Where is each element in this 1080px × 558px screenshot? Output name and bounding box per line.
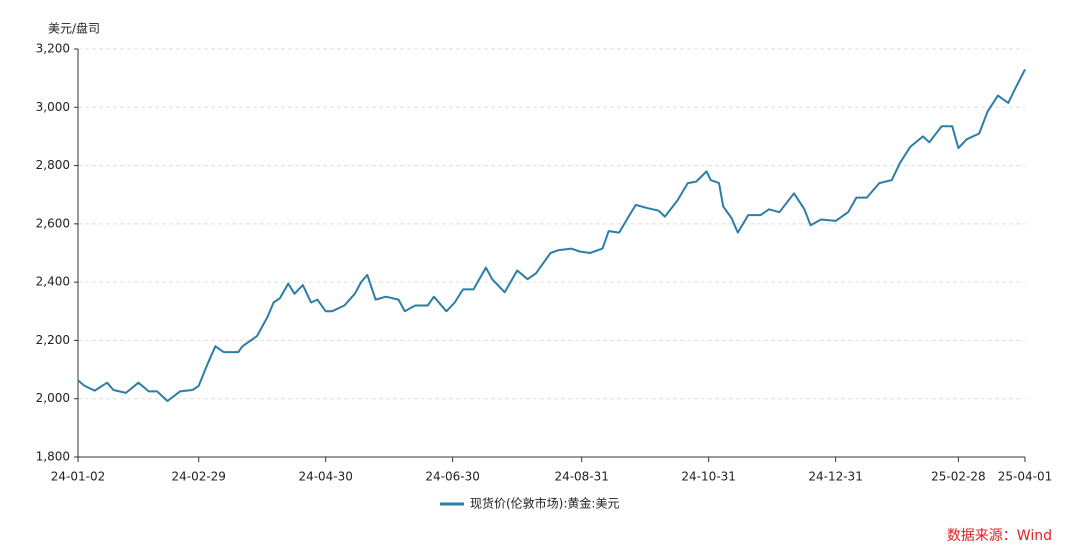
line-series <box>77 68 1026 402</box>
x-tick-label: 25-04-01 <box>998 470 1052 484</box>
x-tick-label: 24-02-29 <box>171 470 225 484</box>
x-tick-label: 24-12-31 <box>808 470 862 484</box>
y-tick-label: 2,800 <box>36 158 70 172</box>
y-tick-label: 3,200 <box>36 42 70 56</box>
x-tick-label: 24-06-30 <box>425 470 479 484</box>
x-tick-label: 25-02-28 <box>931 470 985 484</box>
y-tick-label: 2,400 <box>36 275 70 289</box>
source: 数据来源：Wind <box>947 528 1052 544</box>
y-tick-label: 2,600 <box>36 216 70 230</box>
y-tick-label: 2,200 <box>36 333 70 347</box>
x-tick-label: 24-08-31 <box>554 470 608 484</box>
y-tick-label: 2,000 <box>36 391 70 405</box>
y-tick-label: 3,000 <box>36 100 70 114</box>
x-tick-label: 24-04-30 <box>298 470 352 484</box>
y-axis-label: 美元/盘司 <box>48 21 100 36</box>
legend-label: 现货价(伦敦市场):黄金:美元 <box>470 496 619 511</box>
y-tick-label: 1,800 <box>36 450 70 464</box>
x-tick-label: 24-01-02 <box>51 470 105 484</box>
x-tick-label: 24-10-31 <box>681 470 735 484</box>
